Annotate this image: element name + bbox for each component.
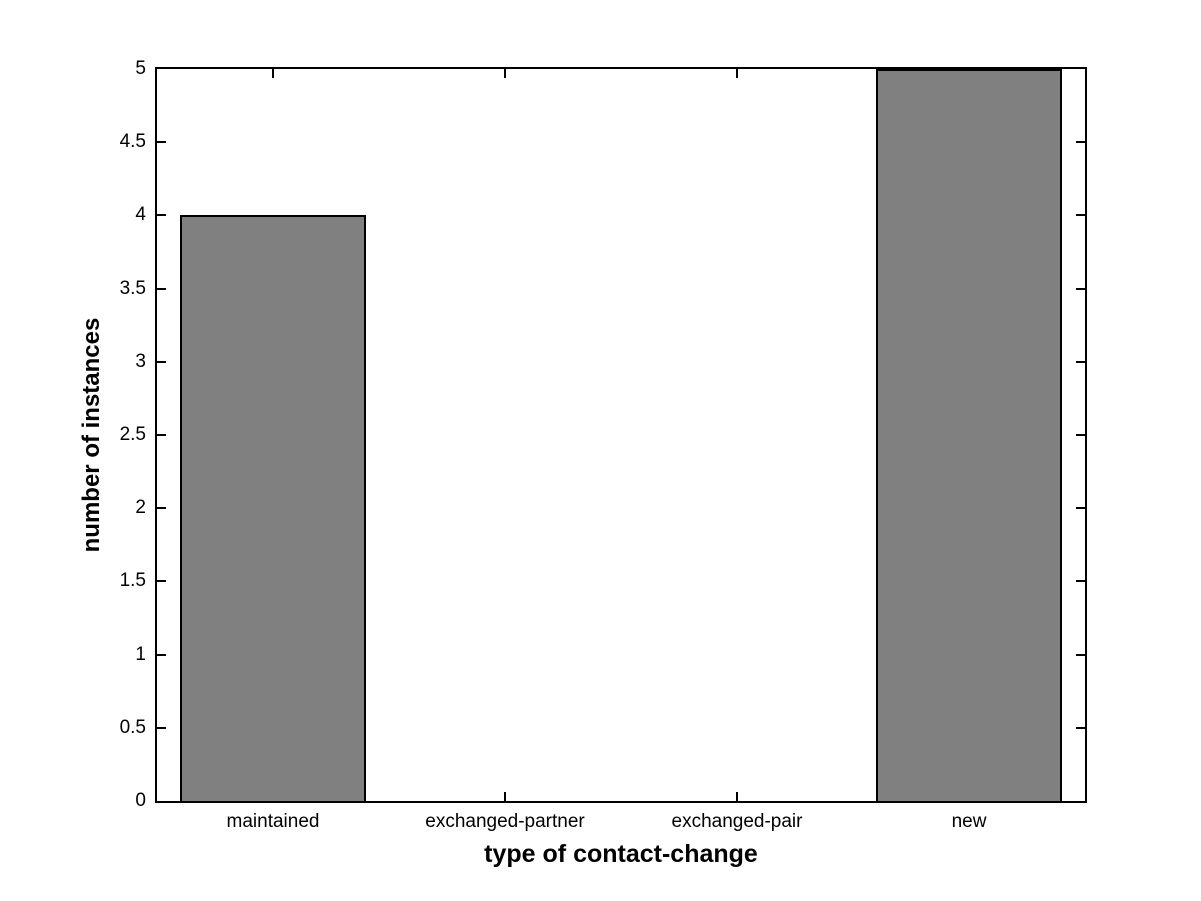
plot-area <box>155 67 1087 803</box>
y-tick-left <box>157 287 166 290</box>
y-tick-left <box>157 507 166 510</box>
y-tick-label: 3.5 <box>119 277 146 299</box>
y-tick-label: 2 <box>135 497 146 519</box>
y-tick-right <box>1076 360 1085 363</box>
y-tick-right <box>1076 287 1085 290</box>
x-tick-label-exchanged-pair: exchanged-pair <box>671 811 803 832</box>
y-tick-left <box>157 653 166 656</box>
x-tick-bottom <box>504 792 506 801</box>
y-tick-right <box>1076 434 1085 436</box>
x-tick-top <box>736 69 738 78</box>
y-tick-right <box>1076 580 1085 583</box>
x-tick-top <box>272 69 274 78</box>
y-tick-left <box>157 141 166 144</box>
y-tick-left <box>157 360 166 363</box>
y-tick-label: 1.5 <box>119 570 146 592</box>
y-tick-right <box>1076 214 1085 217</box>
y-tick-left <box>157 580 166 583</box>
x-tick-top <box>504 69 506 78</box>
y-tick-right <box>1076 726 1085 729</box>
y-tick-right <box>1076 653 1085 656</box>
x-tick-bottom <box>736 792 738 801</box>
x-tick-label-maintained: maintained <box>226 811 320 832</box>
x-tick-label-new: new <box>951 811 987 832</box>
x-axis-label: type of contact-change <box>484 840 758 868</box>
y-tick-label: 4.5 <box>119 131 146 153</box>
y-tick-right <box>1076 507 1085 510</box>
plot-inner <box>157 69 1085 801</box>
y-tick-left <box>157 214 166 217</box>
y-tick-label: 0.5 <box>119 716 146 738</box>
y-tick-left <box>157 434 166 436</box>
y-tick-label: 1 <box>135 643 146 665</box>
y-tick-label: 0 <box>135 790 146 811</box>
y-tick-left <box>157 726 166 729</box>
x-tick-label-exchanged-partner: exchanged-partner <box>425 811 585 832</box>
y-tick-label: 4 <box>135 204 146 226</box>
y-tick-label: 5 <box>135 58 146 79</box>
bar-new <box>876 69 1062 801</box>
y-tick-right <box>1076 141 1085 144</box>
y-tick-label: 3 <box>135 350 146 372</box>
y-tick-label: 2.5 <box>119 424 146 445</box>
bar-maintained <box>180 215 366 801</box>
